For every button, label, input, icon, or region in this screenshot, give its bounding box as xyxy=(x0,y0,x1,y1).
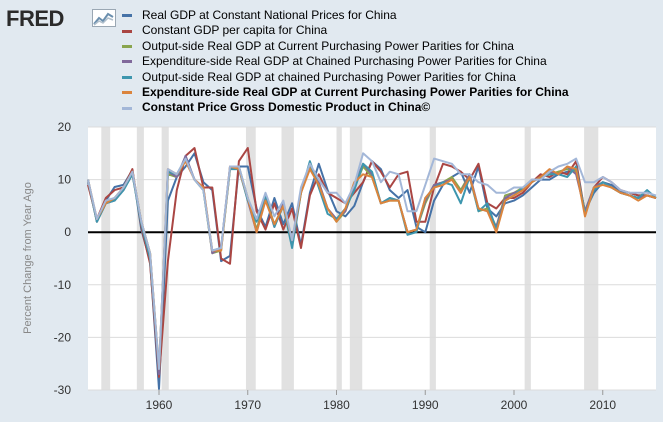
x-tick-label: 1990 xyxy=(412,398,439,412)
legend-label: Output-side Real GDP at chained Purchasi… xyxy=(142,69,516,84)
legend-label: Expenditure-side Real GDP at Chained Pur… xyxy=(142,54,547,69)
x-tick-label: 1970 xyxy=(234,398,261,412)
fred-graph-icon xyxy=(92,9,116,27)
y-tick-label: -10 xyxy=(54,278,72,292)
x-tick-label: 1960 xyxy=(146,398,173,412)
legend-entry-6[interactable]: Constant Price Gross Domestic Product in… xyxy=(122,100,569,115)
recession-band-5 xyxy=(336,127,342,390)
gridlines xyxy=(88,126,656,391)
recession-band-7 xyxy=(429,127,436,390)
x-tick-label: 1980 xyxy=(323,398,350,412)
y-tick-label: -30 xyxy=(54,383,72,397)
recession-band-8 xyxy=(524,127,531,390)
fred-logo[interactable]: FRED xyxy=(6,6,64,31)
plot-area xyxy=(88,127,656,390)
recession-band-0 xyxy=(101,127,111,390)
recession-band-4 xyxy=(281,127,294,390)
chart-legend: Real GDP at Constant National Prices for… xyxy=(122,8,569,116)
legend-entry-3[interactable]: Expenditure-side Real GDP at Chained Pur… xyxy=(122,54,569,69)
legend-swatch xyxy=(122,75,132,79)
legend-swatch xyxy=(122,91,132,95)
recession-band-1 xyxy=(136,127,144,390)
x-tick-label: 2010 xyxy=(589,398,616,412)
recession-band-9 xyxy=(584,127,599,390)
legend-label: Real GDP at Constant National Prices for… xyxy=(142,8,397,22)
series-lines xyxy=(87,147,657,390)
series-line-6 xyxy=(87,152,657,370)
legend-entry-5[interactable]: Expenditure-side Real GDP at Current Pur… xyxy=(122,85,569,100)
legend-label: Constant Price Gross Domestic Product in… xyxy=(142,100,431,115)
legend-label: Output-side Real GDP at Current Purchasi… xyxy=(142,38,514,53)
legend-swatch xyxy=(122,106,132,110)
recession-band-3 xyxy=(245,127,256,390)
y-axis-title: Percent Change from Year Ago xyxy=(22,182,34,334)
y-tick-label: 20 xyxy=(58,120,72,134)
y-tick-label: 0 xyxy=(64,225,71,239)
legend-entry-4[interactable]: Output-side Real GDP at chained Purchasi… xyxy=(122,70,569,85)
legend-swatch xyxy=(122,29,132,33)
legend-swatch xyxy=(122,14,132,18)
y-tick-label: 10 xyxy=(58,173,72,187)
legend-entry-2[interactable]: Output-side Real GDP at Current Purchasi… xyxy=(122,39,569,54)
legend-entry-0[interactable]: Real GDP at Constant National Prices for… xyxy=(122,8,569,23)
legend-label: Constant GDP per capita for China xyxy=(142,23,328,38)
y-axis-ticks: -30 -20 -10 0 10 20 xyxy=(54,120,72,397)
legend-entry-1[interactable]: Constant GDP per capita for China xyxy=(122,23,569,38)
legend-label: Expenditure-side Real GDP at Current Pur… xyxy=(142,85,569,100)
x-axis-ticks: 1960 1970 1980 1990 2000 2010 xyxy=(146,390,616,412)
y-tick-label: -20 xyxy=(54,330,72,344)
legend-swatch xyxy=(122,45,132,49)
legend-swatch xyxy=(122,60,132,64)
x-tick-label: 2000 xyxy=(501,398,528,412)
